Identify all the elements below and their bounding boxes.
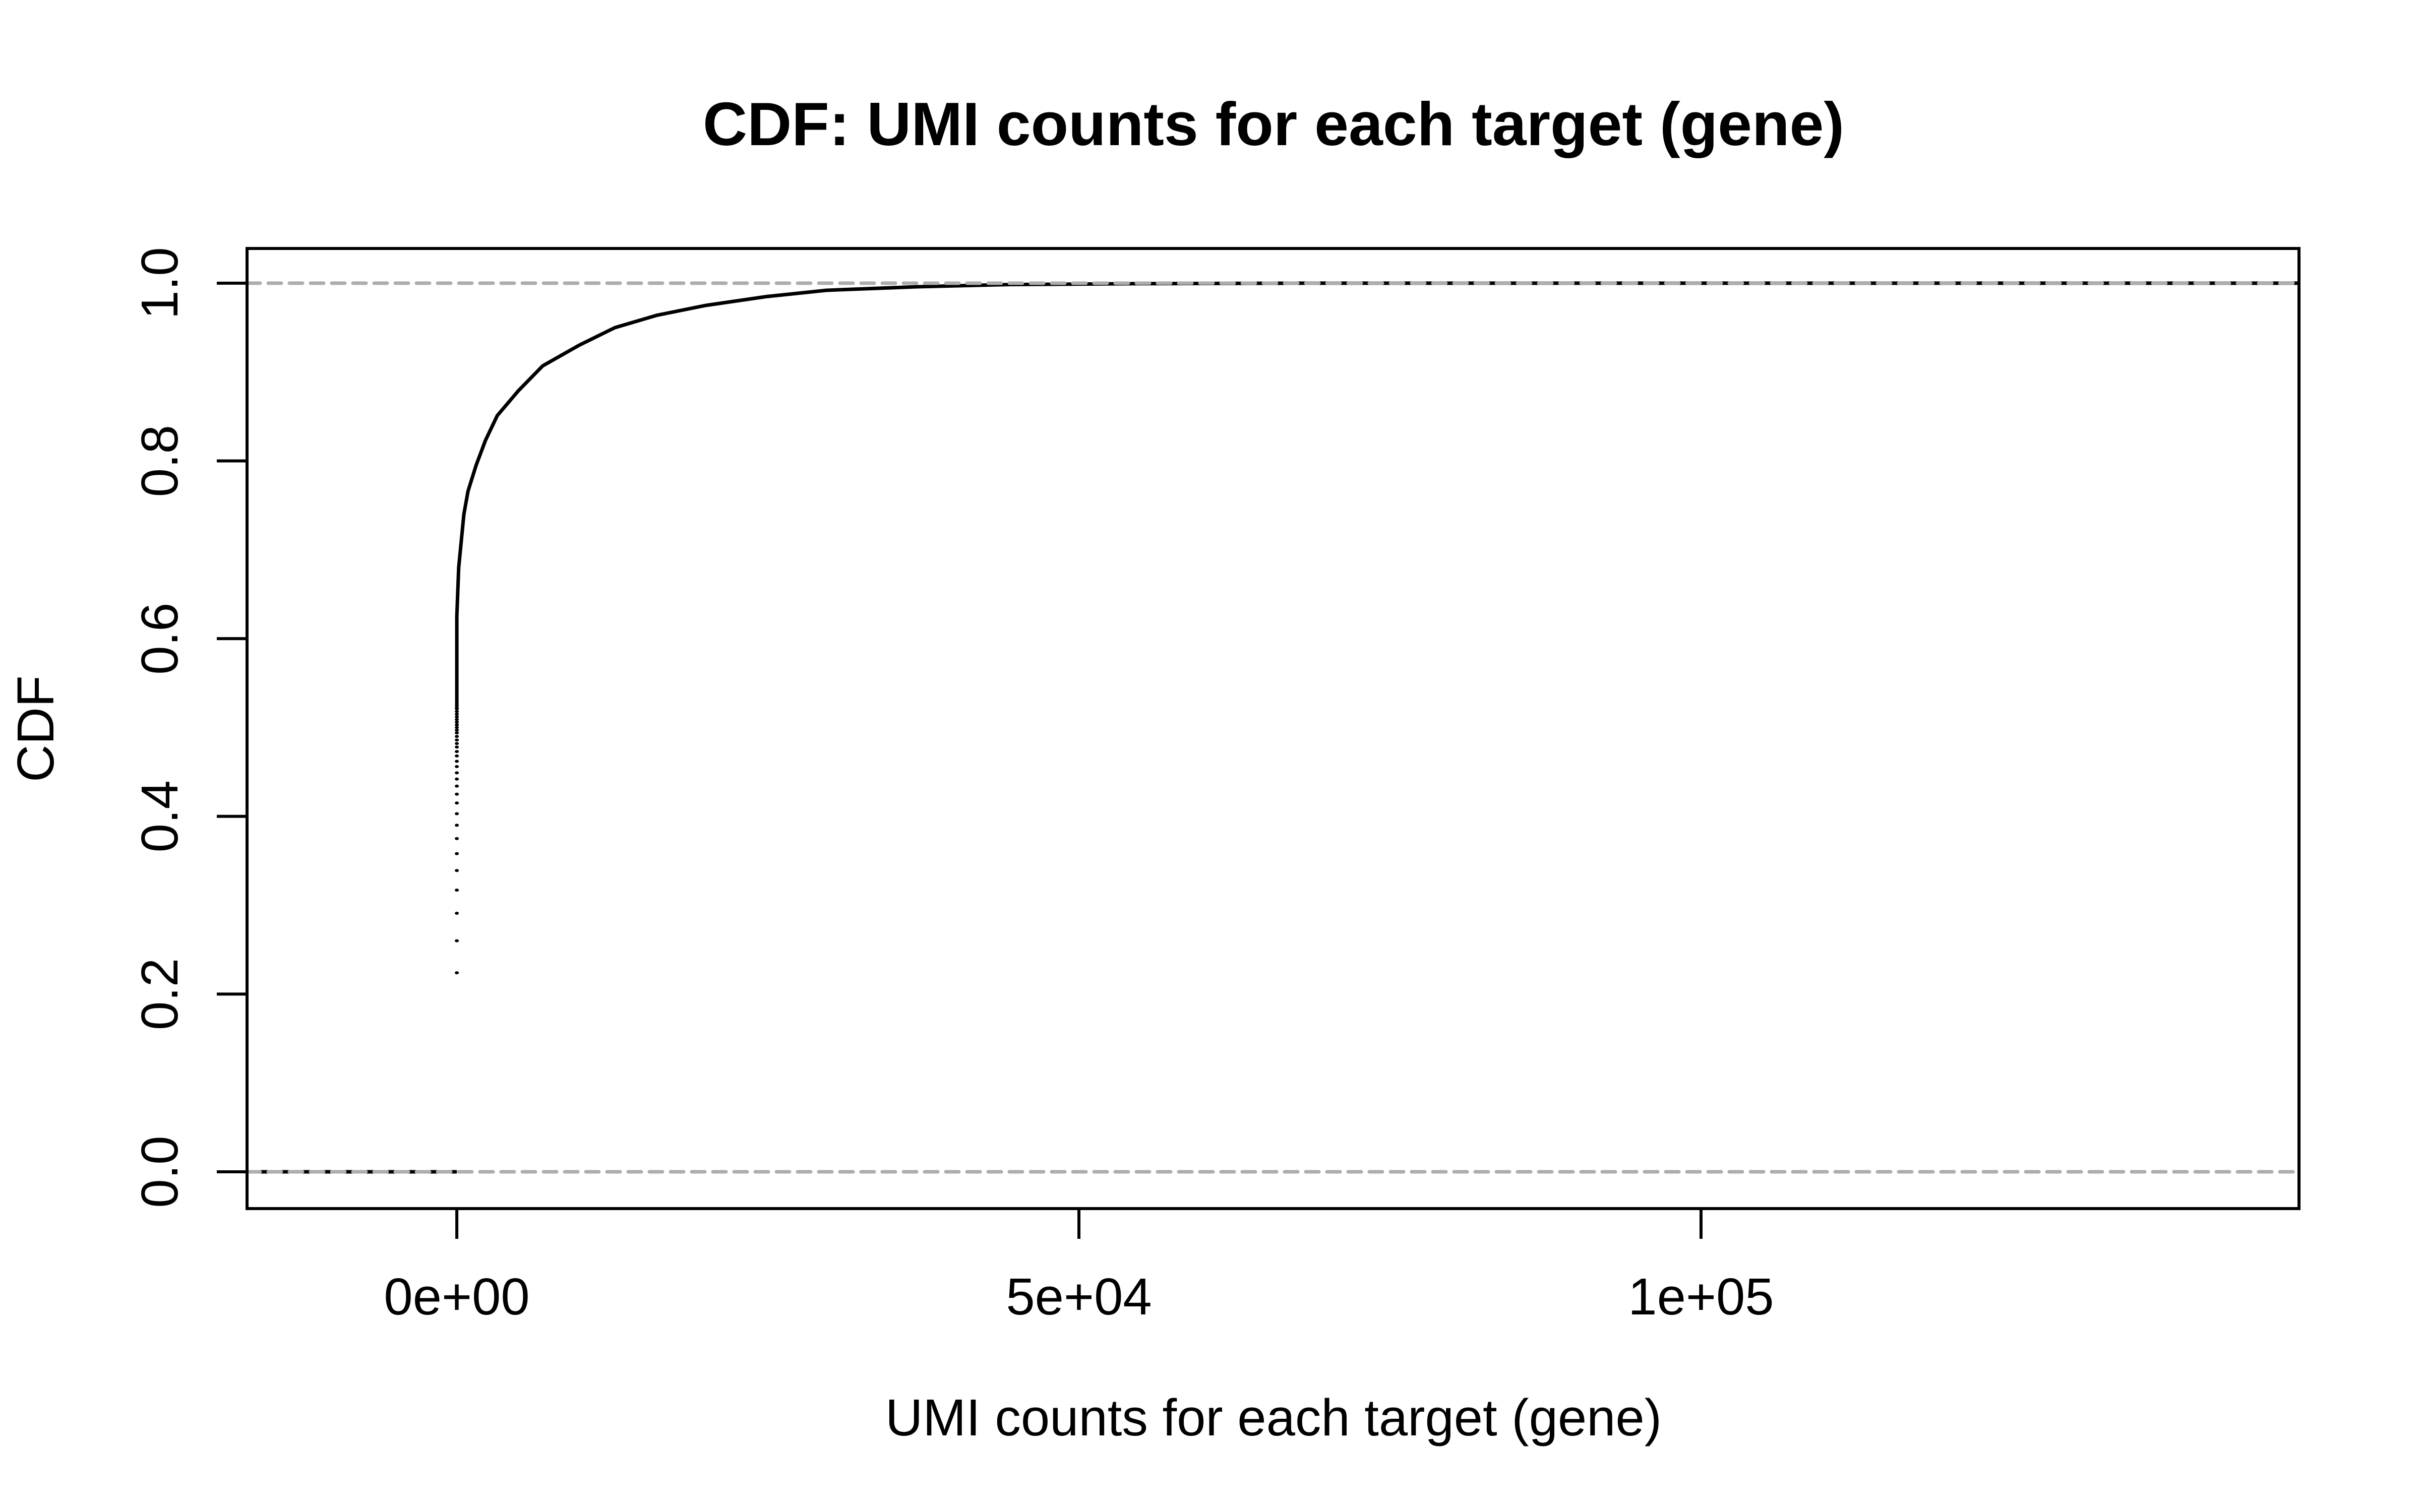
x-axis-title: UMI counts for each target (gene) — [885, 1389, 1662, 1446]
zero-count-dot-column-point — [455, 939, 459, 942]
zero-count-dot-column-point — [455, 720, 459, 724]
y-tick-label: 1.0 — [131, 247, 189, 319]
chart-title: CDF: UMI counts for each target (gene) — [703, 90, 1844, 158]
zero-count-dot-column-point — [455, 710, 459, 713]
x-tick-label: 5e+04 — [1006, 1268, 1152, 1326]
x-tick-label: 0e+00 — [384, 1268, 529, 1326]
zero-count-dot-column-point — [455, 912, 459, 915]
zero-count-dot-column-point — [455, 738, 459, 742]
zero-count-dot-column-point — [455, 889, 459, 892]
zero-count-dot-column-point — [455, 801, 459, 805]
zero-count-dot-column-point — [455, 824, 459, 827]
y-tick-label: 0.6 — [131, 603, 189, 675]
zero-count-dot-column-point — [455, 742, 459, 745]
zero-count-dot-column-point — [455, 731, 459, 735]
zero-count-dot-column-point — [455, 750, 459, 753]
zero-count-dot-column-point — [455, 837, 459, 840]
zero-count-dot-column-point — [455, 812, 459, 815]
zero-count-dot-column-point — [455, 765, 459, 768]
zero-count-dot-column-point — [455, 735, 459, 738]
series-layer — [247, 281, 2299, 1174]
y-tick-label: 0.4 — [131, 780, 189, 852]
y-tick-label: 0.0 — [131, 1136, 189, 1208]
reference-lines-layer — [245, 281, 2301, 1174]
zero-count-dot-column-point — [455, 718, 459, 721]
zero-count-dot-column-point — [455, 792, 459, 796]
zero-count-dot-column-point — [455, 707, 459, 711]
zero-count-dot-column-point — [455, 726, 459, 729]
zero-count-dot-column-point — [455, 869, 459, 872]
zero-count-dot-column-point — [455, 760, 459, 763]
zero-count-dot-column-point — [455, 723, 459, 727]
zero-count-dot-column-point — [455, 713, 459, 716]
zero-count-dot-column-point — [455, 715, 459, 719]
y-tick-label: 0.2 — [131, 958, 189, 1030]
zero-count-dot-column-point — [455, 777, 459, 781]
zero-count-dot-column-point — [455, 745, 459, 749]
y-axis-title: CDF — [7, 675, 65, 782]
zero-count-dot-column-point — [455, 971, 459, 975]
cdf-curve — [455, 281, 1303, 710]
y-tick-label: 0.8 — [131, 425, 189, 497]
zero-count-dot-column-point — [455, 852, 459, 855]
zero-count-dot-column-point — [455, 784, 459, 788]
zero-count-dot-column-point — [455, 754, 459, 758]
plot-box — [246, 247, 2301, 1210]
axis-layer: 0e+00 5e+04 1e+05 0.0 0.2 0.4 0.6 0.8 1.0 — [131, 247, 1774, 1326]
zero-count-dot-column-point — [455, 771, 459, 775]
zero-count-dot-column-point — [455, 728, 459, 732]
x-tick-label: 1e+05 — [1628, 1268, 1774, 1326]
